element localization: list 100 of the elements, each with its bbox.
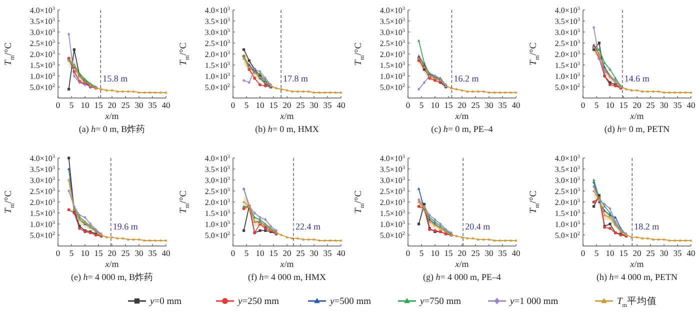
ref-line-label: 22.4 m (295, 221, 320, 232)
y-tick-label: 4.0×10$^{3}$ (204, 6, 230, 15)
y-tick-label: 1.5×10$^{3}$ (30, 61, 56, 70)
x-tick-label: 35 (148, 100, 157, 110)
x-tick-label: 30 (134, 248, 144, 258)
x-tick-label: 35 (323, 100, 332, 110)
x-tick-label: 30 (310, 248, 318, 258)
y-tick-label: 1.5×10$^{3}$ (380, 61, 406, 70)
x-tick-label: 15 (94, 100, 103, 110)
text: (a) h= 0 m, B炸药 (78, 124, 146, 134)
x-tick-label: 40 (336, 100, 346, 110)
x-tick-label: 10 (430, 100, 440, 110)
x-tick-label: 15 (444, 248, 453, 258)
x-tick-label: 10 (256, 248, 264, 258)
y-tick-label: 5.0×10$^{2}$ (204, 83, 230, 92)
y-tick-label: 1.0×10$^{3}$ (380, 72, 406, 81)
ref-line-label: 20.4 m (465, 221, 490, 232)
y-tick-label: 3.5×10$^{3}$ (380, 165, 406, 174)
y-tick-label: 3.5×10$^{3}$ (30, 165, 56, 174)
x-tick-label: 40 (512, 248, 520, 258)
y-tick-label: 1.5×10$^{3}$ (204, 61, 230, 70)
x-tick-label: 5 (69, 100, 74, 110)
x-tick-label: 25 (121, 100, 130, 110)
y-tick-label: 4.0×10$^{3}$ (380, 6, 406, 15)
x-tick-label: 35 (148, 248, 157, 258)
x-tick-label: 0 (56, 100, 60, 110)
x-axis-title: x/m (104, 111, 119, 121)
x-tick-label: 15 (619, 248, 628, 258)
x-tick-label: 35 (498, 100, 507, 110)
x-tick-label: 20 (108, 100, 116, 110)
x-tick-label: 20 (282, 248, 292, 258)
y-tick-label: 3.0×10$^{3}$ (30, 28, 56, 37)
y-tick-label: 2.5×10$^{3}$ (554, 39, 580, 48)
x-tick-label: 5 (244, 100, 249, 110)
y-tick-label: 3.5×10$^{3}$ (30, 17, 56, 26)
y-tick-label: 2.0×10$^{3}$ (554, 50, 580, 59)
x-tick-label: 40 (512, 100, 520, 110)
y-tick-label: 3.0×10$^{3}$ (380, 176, 406, 185)
y-tick-label: 5.0×10$^{2}$ (30, 231, 56, 240)
y-tick-label: 3.0×10$^{3}$ (554, 176, 580, 185)
text: (d) h= 0 m, PETN (604, 124, 670, 134)
y-tick-label: 4.0×10$^{3}$ (554, 154, 580, 163)
y-tick-label: 2.5×10$^{3}$ (30, 187, 56, 196)
y-tick-label: 2.0×10$^{3}$ (30, 50, 56, 59)
x-tick-label: 20 (458, 100, 466, 110)
ref-line-label: 14.6 m (624, 73, 650, 84)
y-tick-label: 5.0×10$^{2}$ (380, 231, 406, 240)
y-tick-label: 4.0×10$^{3}$ (30, 154, 56, 163)
x-tick-label: 25 (471, 248, 480, 258)
text: (f) h= 4 000 m, HMX (248, 272, 327, 282)
x-tick-label: 20 (632, 248, 642, 258)
x-tick-label: 35 (673, 248, 682, 258)
y-tick-label: 4.0×10$^{3}$ (204, 154, 230, 163)
y-tick-label: 2.0×10$^{3}$ (554, 198, 580, 207)
y-tick-label: 3.0×10$^{3}$ (204, 176, 230, 185)
x-tick-label: 15 (269, 248, 278, 258)
y-tick-label: 1.0×10$^{3}$ (204, 72, 230, 81)
x-tick-label: 35 (498, 248, 507, 258)
legend-label: y=0 mm (149, 297, 182, 307)
x-tick-label: 0 (580, 248, 586, 258)
x-tick-label: 10 (80, 100, 90, 110)
y-tick-label: 2.5×10$^{3}$ (204, 187, 230, 196)
x-tick-label: 10 (430, 248, 440, 258)
y-tick-label: 1.0×10$^{3}$ (204, 220, 230, 229)
x-tick-label: 0 (230, 100, 236, 110)
x-tick-label: 15 (619, 100, 628, 110)
ref-line-label: 15.8 m (102, 73, 128, 84)
text: (b) h= 0 m, HMX (255, 124, 320, 134)
x-tick-label: 0 (56, 248, 60, 258)
x-tick-label: 0 (406, 100, 410, 110)
y-tick-label: 2.5×10$^{3}$ (380, 187, 406, 196)
x-tick-label: 30 (310, 100, 318, 110)
y-tick-label: 2.5×10$^{3}$ (30, 39, 56, 48)
x-tick-label: 10 (80, 248, 90, 258)
y-tick-label: 2.0×10$^{3}$ (380, 50, 406, 59)
x-tick-label: 20 (458, 248, 466, 258)
x-axis-title: x/m (279, 111, 294, 121)
x-tick-label: 40 (162, 248, 170, 258)
ref-line-label: 18.2 m (634, 221, 660, 232)
x-tick-label: 15 (94, 248, 103, 258)
legend-label: y=250 mm (237, 297, 280, 307)
text: (g) h= 4 000 m, PE–4 (422, 272, 502, 282)
y-tick-label: 3.5×10$^{3}$ (204, 165, 230, 174)
y-tick-label: 5.0×10$^{2}$ (554, 83, 580, 92)
y-tick-label: 2.5×10$^{3}$ (380, 39, 406, 48)
y-tick-label: 3.5×10$^{3}$ (554, 17, 580, 26)
x-axis-title: x/m (629, 259, 644, 269)
legend-label: y=500 mm (329, 297, 372, 307)
x-tick-label: 25 (121, 248, 130, 258)
y-tick-label: 3.5×10$^{3}$ (380, 17, 406, 26)
y-tick-label: 2.0×10$^{3}$ (380, 198, 406, 207)
x-tick-label: 5 (419, 100, 424, 110)
x-tick-label: 10 (606, 100, 614, 110)
x-axis-title: x/m (454, 259, 469, 269)
y-tick-label: 1.0×10$^{3}$ (380, 220, 406, 229)
ref-line-label: 19.6 m (112, 221, 138, 232)
x-tick-label: 25 (646, 100, 655, 110)
x-tick-label: 20 (632, 100, 642, 110)
x-tick-label: 10 (256, 100, 264, 110)
y-tick-label: 4.0×10$^{3}$ (30, 6, 56, 15)
